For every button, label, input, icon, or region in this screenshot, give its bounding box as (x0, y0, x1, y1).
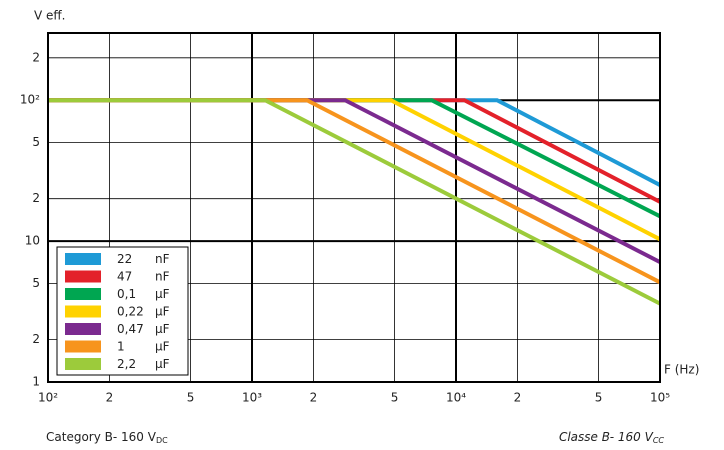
legend-label: 22 nF (117, 252, 170, 266)
x-axis-label: F (Hz) (664, 363, 699, 377)
legend-label: 1 µF (117, 339, 170, 353)
y-tick-label: 5 (32, 135, 40, 149)
x-tick-label: 10⁵ (650, 391, 670, 405)
legend-swatch (65, 340, 101, 353)
y-tick-label: 5 (32, 276, 40, 290)
x-tick-label: 2 (514, 391, 522, 405)
plot-border (47, 32, 661, 383)
y-tick-label: 1 (32, 375, 40, 389)
x-tick-label: 2 (310, 391, 318, 405)
x-tick-label: 5 (391, 391, 399, 405)
y-tick-label: 2 (32, 332, 40, 346)
legend-swatch (65, 288, 101, 300)
x-tick-label: 5 (595, 391, 603, 405)
legend-label: 0,22 µF (117, 304, 170, 318)
y-axis-label: V eff. (34, 9, 66, 23)
legend-label: 0,47 µF (117, 322, 170, 336)
footer: Category B- 160 VDC (46, 430, 168, 445)
legend-swatch (65, 358, 101, 370)
legend-swatch (65, 323, 101, 335)
legend-label: 2,2 µF (117, 357, 170, 371)
y-tick-label: 10 (25, 234, 40, 248)
legend-swatch (65, 305, 101, 318)
y-tick-label: 2 (32, 50, 40, 64)
legend-swatch (65, 270, 101, 283)
legend-swatch (65, 253, 101, 265)
x-tick-label: 2 (106, 391, 114, 405)
y-tick-label: 2 (32, 191, 40, 205)
x-tick-label: 10² (38, 391, 58, 405)
x-tick-label: 5 (187, 391, 195, 405)
x-tick-label: 10⁴ (446, 391, 466, 405)
legend-label: 0,1 µF (117, 287, 170, 301)
footer: Classe B- 160 VCC (559, 430, 664, 445)
x-tick-label: 10³ (242, 391, 262, 405)
legend-label: 47 nF (117, 269, 170, 283)
y-tick-label: 10² (20, 93, 40, 107)
series-line (48, 98, 660, 306)
